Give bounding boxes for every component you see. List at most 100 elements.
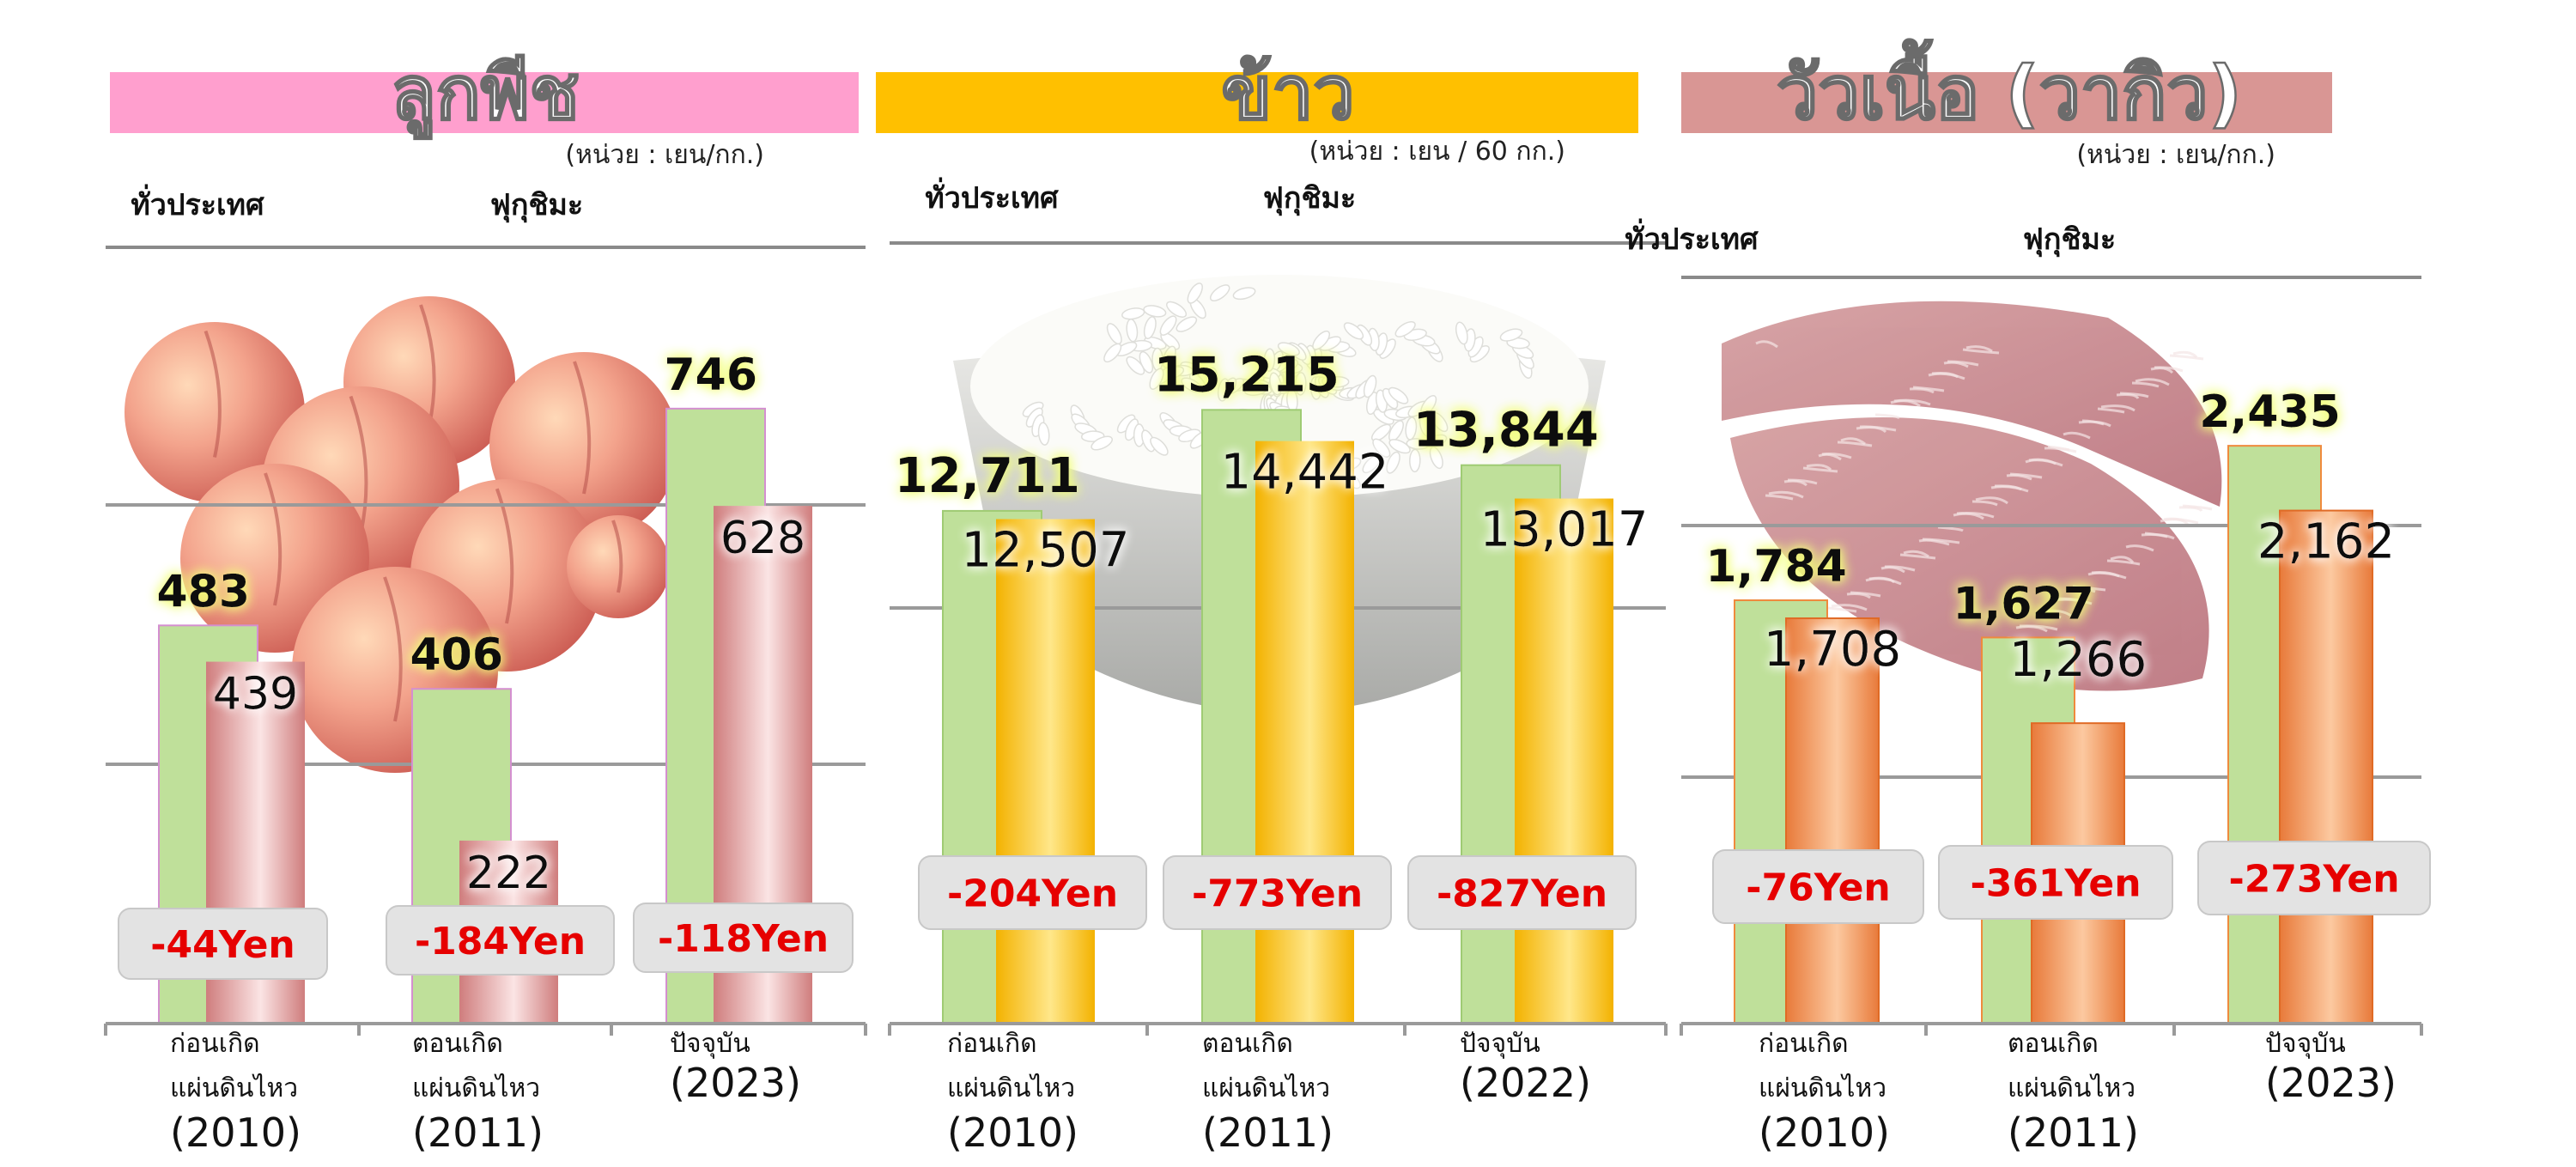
difference-badge — [118, 908, 328, 980]
title-banner — [876, 72, 1638, 133]
peach-fruit — [125, 322, 305, 502]
rice-grain — [1091, 435, 1113, 451]
category-label: (2022) — [1460, 1060, 1591, 1106]
rice-grain — [1388, 386, 1409, 404]
beef-marbling — [1912, 386, 1945, 392]
beef-marbling — [1899, 553, 1936, 560]
difference-label: -44Yen — [150, 923, 295, 967]
legend-fukushima: ฟุกุชิมะ — [1263, 181, 1356, 216]
rice-grain — [1037, 422, 1050, 446]
rice-grain — [1181, 377, 1203, 393]
category-label: (2010) — [170, 1109, 301, 1156]
beef-marbling — [2019, 624, 2058, 631]
chart-panel-0: ลูกพีช(หน่วย : เยน/กก.) ทั่วประเทศ ฟุกุชิม… — [104, 50, 867, 1156]
data-label-fukushima: 222 — [466, 848, 551, 899]
beef-marbling — [2034, 612, 2062, 619]
beef-marbling — [1893, 398, 1931, 406]
rice-grain — [1362, 454, 1382, 474]
data-label-national: 406 — [410, 629, 503, 681]
beef-marbling — [2182, 504, 2213, 511]
title-banner — [1681, 72, 2332, 133]
rice-grain — [1166, 301, 1188, 318]
difference-badge — [2197, 841, 2431, 915]
rice-grain — [1455, 321, 1468, 345]
rice-grain — [1149, 368, 1164, 390]
beef-marbling — [2072, 585, 2106, 592]
data-label-national: 2,435 — [2199, 386, 2340, 438]
beef-marbling — [2106, 559, 2141, 566]
rice-grain — [1232, 287, 1256, 301]
category-label: (2010) — [947, 1109, 1078, 1156]
data-label-national: 483 — [156, 566, 250, 617]
category-label: ก่อนเกิด — [170, 1029, 260, 1059]
beef-marbling — [2169, 354, 2204, 361]
beef-marbling — [1962, 348, 2000, 355]
rice-grain — [1263, 348, 1276, 372]
beef-marbling — [2038, 609, 2072, 617]
peach-crease — [204, 330, 222, 458]
beef-marbling — [2057, 597, 2086, 604]
difference-badge — [1407, 855, 1637, 930]
category-label: (2011) — [412, 1109, 544, 1156]
beef-marbling — [2063, 431, 2091, 440]
difference-label: -273Yen — [2228, 858, 2399, 902]
beef-marbling — [1937, 526, 1964, 532]
category-label: ปัจจุบัน — [2265, 1029, 2346, 1060]
chart-title: วัวเนื้อ (วากิว) — [1777, 39, 2242, 137]
data-label-national: 13,844 — [1413, 403, 1599, 459]
rice-grain — [1363, 374, 1377, 398]
bar-fukushima-0 — [1785, 617, 1880, 1024]
bar-fukushima-2 — [1515, 498, 1613, 1024]
category-label: แผ่นดินไหว — [1202, 1073, 1330, 1103]
rice-grain — [1420, 394, 1437, 416]
category-label: แผ่นดินไหว — [947, 1073, 1075, 1103]
category-label: (2010) — [1759, 1109, 1890, 1156]
rice-grain — [1295, 372, 1307, 396]
difference-badge — [1938, 845, 2173, 920]
rice-grain — [1150, 436, 1169, 456]
beef-marbling — [1884, 565, 1916, 572]
category-label: ตอนเกิด — [2008, 1029, 2099, 1059]
rice-grain — [1176, 316, 1198, 332]
legend-national: ทั่วประเทศ — [1625, 218, 1759, 257]
beef-marbling — [1840, 437, 1866, 446]
beef-marbling — [2091, 571, 2120, 578]
rice-grain — [1325, 376, 1350, 388]
beef-marbling — [1965, 345, 1993, 353]
bar-fukushima-0 — [996, 519, 1095, 1024]
peach-crease — [264, 472, 283, 606]
category-label: ก่อนเกิด — [1759, 1029, 1849, 1059]
chart-panel-2: วัวเนื้อ (วากิว)(หน่วย : เยน/กก.) ทั่วประ… — [1625, 38, 2431, 1156]
category-label: (2023) — [2265, 1060, 2397, 1106]
rice-grain — [1143, 305, 1167, 318]
beef-marbling — [2135, 378, 2170, 386]
data-label-national: 15,215 — [1154, 347, 1340, 403]
beef-marbling — [1831, 604, 1868, 611]
peach-crease — [611, 520, 623, 593]
beef-marbling — [2009, 472, 2043, 479]
difference-label: -361Yen — [1970, 862, 2141, 906]
chart-panel-1: ข้าว(หน่วย : เยน / 60 กก.) ทั่วประเทศ ฟุกุ… — [876, 50, 1668, 1156]
difference-badge — [386, 905, 615, 976]
rice-grain — [1431, 411, 1449, 433]
beef-marbling — [1755, 340, 1778, 349]
rice-grain — [1121, 307, 1145, 320]
rice-grain — [1187, 283, 1203, 304]
rice-grain — [1277, 342, 1300, 356]
data-label-fukushima: 12,507 — [962, 523, 1130, 579]
category-label: ปัจจุบัน — [670, 1029, 750, 1060]
beef-marbling — [2119, 392, 2149, 398]
difference-label: -118Yen — [658, 917, 829, 961]
rice-grain — [1162, 345, 1176, 368]
difference-badge — [633, 903, 854, 973]
beef-marbling — [2047, 445, 2070, 452]
beef-marbling — [1971, 500, 1998, 507]
peach-crease — [383, 576, 403, 722]
beef-marbling — [1837, 441, 1873, 447]
beef-marbling — [1802, 466, 1838, 473]
legend-fukushima: ฟุกุชิมะ — [2023, 222, 2116, 258]
beef-marbling — [1787, 478, 1818, 485]
beef-marbling — [1859, 425, 1897, 432]
